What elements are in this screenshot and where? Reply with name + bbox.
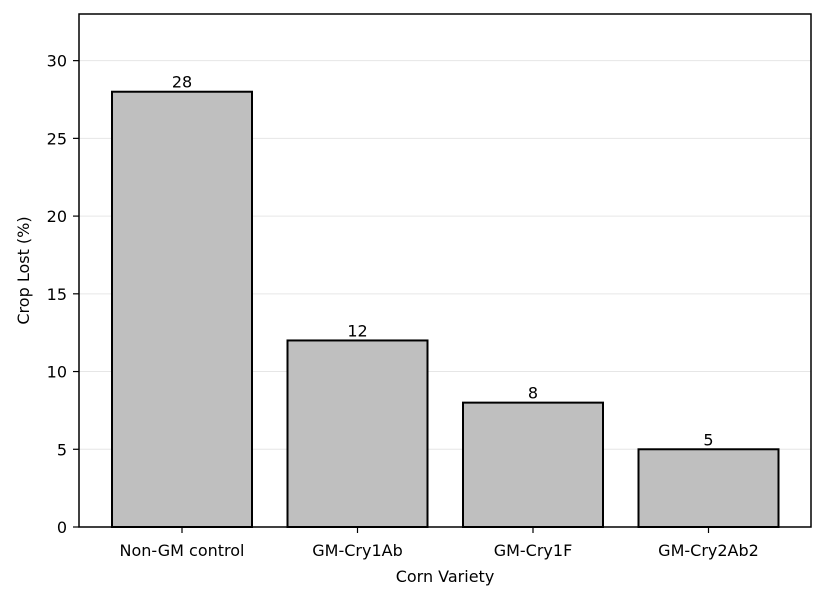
bar-value-label: 28 — [172, 73, 192, 92]
y-axis-title: Crop Lost (%) — [14, 216, 33, 324]
y-tick-label: 25 — [47, 129, 67, 148]
y-tick-label: 0 — [57, 518, 67, 537]
bars — [111, 90, 780, 529]
y-tick-label: 15 — [47, 285, 67, 304]
x-tick-label: GM-Cry2Ab2 — [658, 541, 759, 560]
y-tick-label: 20 — [47, 207, 67, 226]
y-tick-label: 10 — [47, 363, 67, 382]
bar — [462, 401, 604, 528]
x-tick-label: GM-Cry1F — [494, 541, 573, 560]
y-axis: 0 5 10 15 20 25 30 — [47, 52, 79, 537]
x-axis-title: Corn Variety — [396, 567, 495, 586]
plot-frame — [78, 13, 812, 528]
x-axis: Non-GM control GM-Cry1Ab GM-Cry1F GM-Cry2Ab… — [119, 527, 759, 560]
x-tick-label: GM-Cry1Ab — [312, 541, 402, 560]
bar — [637, 448, 780, 529]
data-labels: 28 12 8 5 — [172, 73, 714, 450]
bar-value-label: 5 — [703, 430, 713, 449]
x-tick-label: Non-GM control — [119, 541, 244, 560]
bar-value-label: 8 — [528, 384, 538, 403]
bar — [111, 90, 253, 529]
y-tick-label: 5 — [57, 440, 67, 459]
bar — [286, 339, 429, 529]
y-tick-label: 30 — [47, 52, 67, 71]
bar-value-label: 12 — [347, 321, 367, 340]
